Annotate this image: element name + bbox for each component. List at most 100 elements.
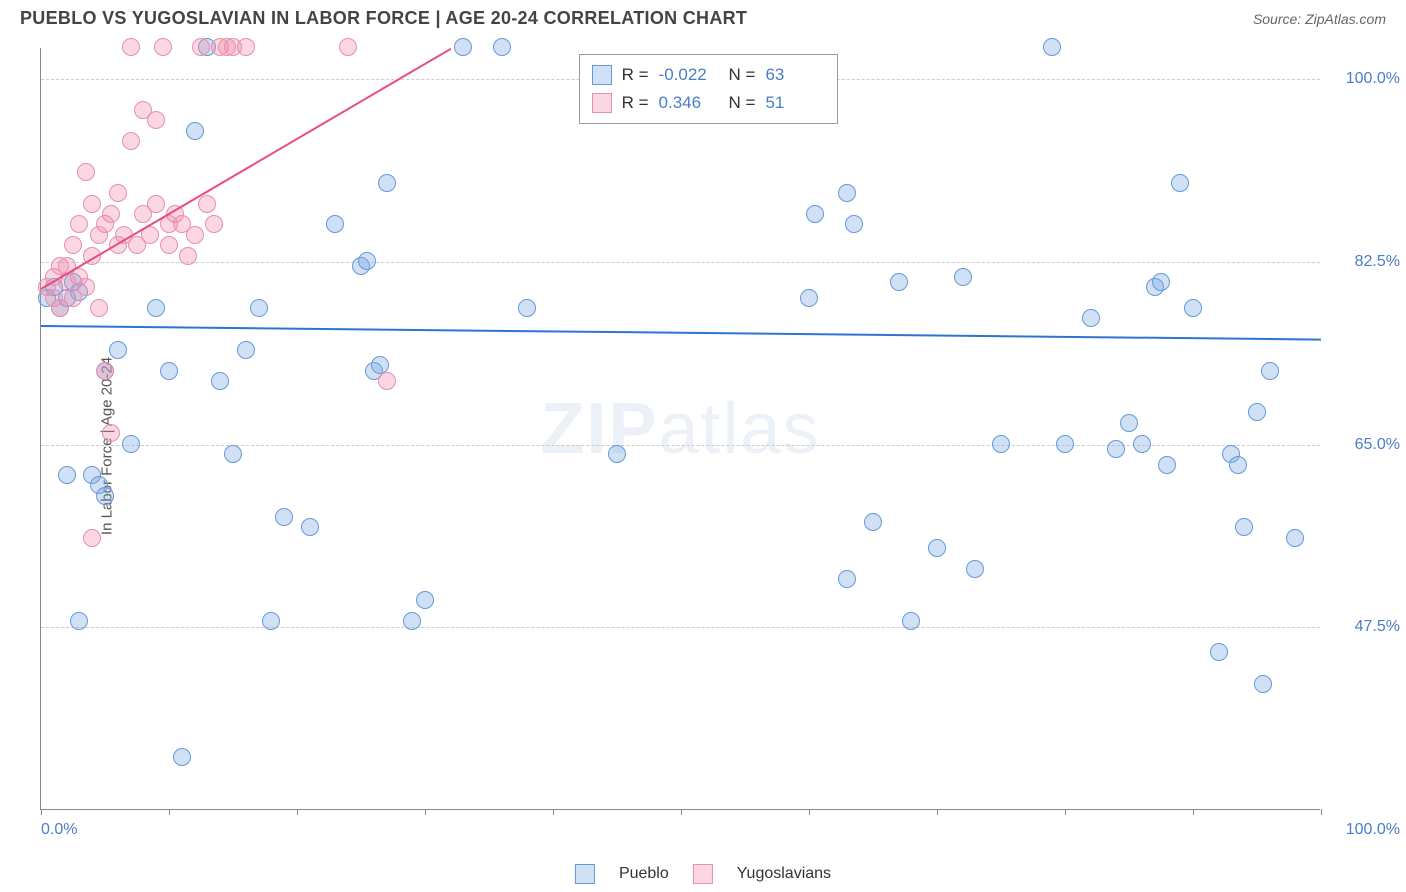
point-yugo [96, 362, 114, 380]
point-yugo [77, 163, 95, 181]
xtick-mark [809, 809, 810, 815]
point-yugo [77, 278, 95, 296]
xtick-mark [937, 809, 938, 815]
xtick-mark [681, 809, 682, 815]
point-pueblo [806, 205, 824, 223]
point-pueblo [301, 518, 319, 536]
point-pueblo [1043, 38, 1061, 56]
legend-label-yugo: Yugoslavians [737, 865, 831, 883]
point-yugo [198, 195, 216, 213]
point-pueblo [1120, 414, 1138, 432]
ytick-label: 100.0% [1346, 70, 1400, 88]
point-pueblo [250, 299, 268, 317]
gridline-h [41, 262, 1320, 263]
point-pueblo [275, 508, 293, 526]
point-pueblo [147, 299, 165, 317]
point-pueblo [1254, 675, 1272, 693]
stats-box: R =-0.022N =63R =0.346N =51 [579, 54, 839, 124]
point-yugo [122, 132, 140, 150]
xtick-mark [553, 809, 554, 815]
ytick-label: 65.0% [1355, 436, 1400, 454]
point-pueblo [58, 466, 76, 484]
point-pueblo [966, 560, 984, 578]
legend-swatch-yugo [693, 864, 713, 884]
watermark: ZIPatlas [540, 388, 820, 470]
point-pueblo [954, 268, 972, 286]
point-pueblo [326, 215, 344, 233]
point-pueblo [1261, 362, 1279, 380]
point-pueblo [378, 174, 396, 192]
point-pueblo [902, 612, 920, 630]
xtick-mark [1193, 809, 1194, 815]
point-yugo [179, 247, 197, 265]
point-yugo [83, 195, 101, 213]
legend-label-pueblo: Pueblo [619, 865, 669, 883]
xtick-label-min: 0.0% [41, 821, 77, 839]
trendline-yugo [40, 48, 451, 290]
point-yugo [186, 226, 204, 244]
xtick-mark [169, 809, 170, 815]
point-pueblo [96, 487, 114, 505]
point-pueblo [845, 215, 863, 233]
source-label: Source: ZipAtlas.com [1253, 11, 1386, 27]
point-pueblo [1286, 529, 1304, 547]
xtick-mark [1321, 809, 1322, 815]
point-yugo [192, 38, 210, 56]
xtick-label-max: 100.0% [1346, 821, 1400, 839]
point-pueblo [1229, 456, 1247, 474]
ytick-label: 82.5% [1355, 253, 1400, 271]
point-pueblo [518, 299, 536, 317]
ytick-label: 47.5% [1355, 618, 1400, 636]
point-yugo [122, 38, 140, 56]
chart-title: PUEBLO VS YUGOSLAVIAN IN LABOR FORCE | A… [20, 8, 747, 29]
point-pueblo [454, 38, 472, 56]
point-pueblo [1235, 518, 1253, 536]
point-pueblo [992, 435, 1010, 453]
point-yugo [64, 236, 82, 254]
point-pueblo [1152, 273, 1170, 291]
point-yugo [70, 215, 88, 233]
point-pueblo [838, 570, 856, 588]
point-pueblo [403, 612, 421, 630]
point-pueblo [1082, 309, 1100, 327]
point-pueblo [224, 445, 242, 463]
trendline-pueblo [41, 325, 1321, 341]
point-yugo [237, 38, 255, 56]
point-yugo [339, 38, 357, 56]
point-pueblo [237, 341, 255, 359]
point-pueblo [864, 513, 882, 531]
point-pueblo [173, 748, 191, 766]
point-yugo [205, 215, 223, 233]
point-pueblo [211, 372, 229, 390]
bottom-legend: Pueblo Yugoslavians [575, 864, 831, 884]
point-pueblo [122, 435, 140, 453]
point-pueblo [1248, 403, 1266, 421]
point-pueblo [109, 341, 127, 359]
point-pueblo [262, 612, 280, 630]
point-pueblo [493, 38, 511, 56]
point-pueblo [70, 612, 88, 630]
gridline-h [41, 627, 1320, 628]
point-pueblo [1210, 643, 1228, 661]
point-pueblo [1056, 435, 1074, 453]
legend-swatch-pueblo [575, 864, 595, 884]
point-yugo [83, 529, 101, 547]
point-yugo [102, 205, 120, 223]
point-pueblo [416, 591, 434, 609]
point-yugo [109, 184, 127, 202]
point-pueblo [890, 273, 908, 291]
point-yugo [147, 111, 165, 129]
point-yugo [102, 424, 120, 442]
xtick-mark [425, 809, 426, 815]
xtick-mark [297, 809, 298, 815]
point-pueblo [160, 362, 178, 380]
point-pueblo [1107, 440, 1125, 458]
chart-plot-area: ZIPatlas 47.5%65.0%82.5%100.0%0.0%100.0%… [40, 48, 1320, 810]
point-pueblo [928, 539, 946, 557]
point-yugo [160, 236, 178, 254]
point-pueblo [186, 122, 204, 140]
xtick-mark [1065, 809, 1066, 815]
point-yugo [378, 372, 396, 390]
point-pueblo [838, 184, 856, 202]
point-pueblo [1133, 435, 1151, 453]
